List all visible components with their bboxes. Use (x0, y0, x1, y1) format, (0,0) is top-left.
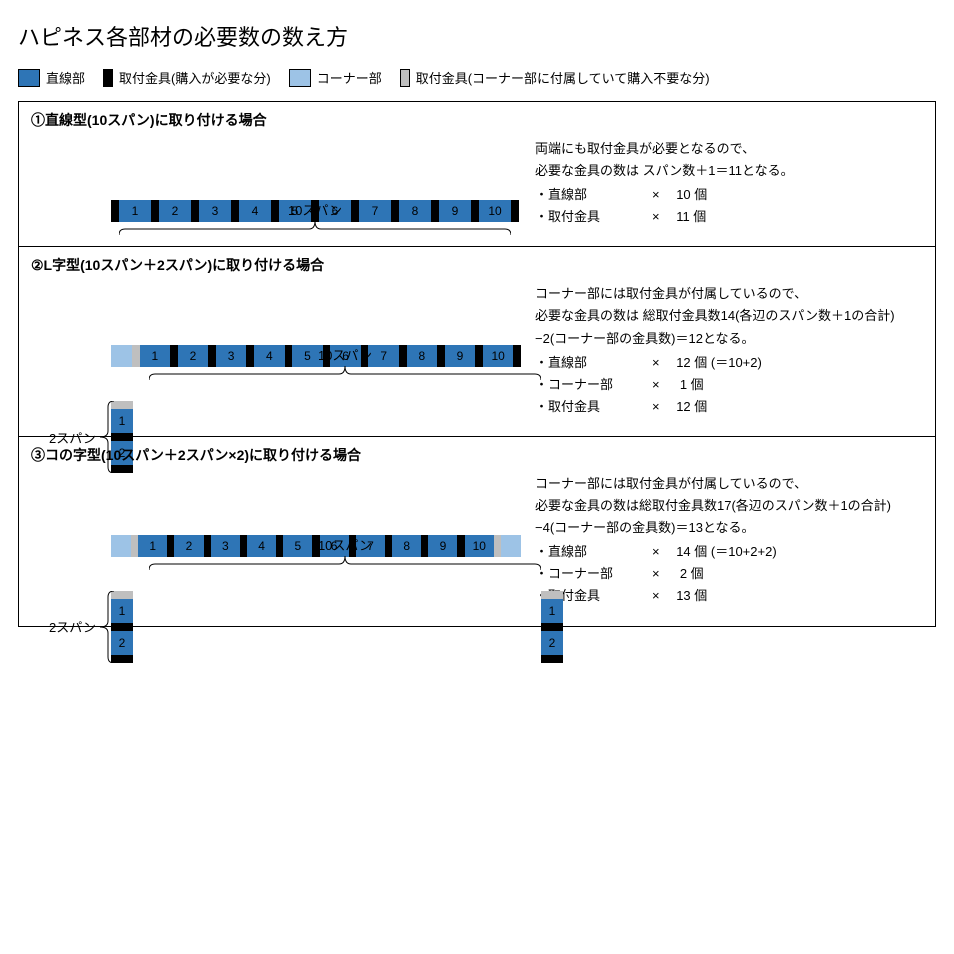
bracket-included (541, 591, 563, 599)
legend-corner: コーナー部 (289, 68, 382, 87)
straight-segment: 2 (111, 631, 133, 655)
legend-straight: 直線部 (18, 68, 85, 87)
bracket-included (132, 345, 140, 367)
section-title: ②L字型(10スパン＋2スパン)に取り付ける場合 (31, 255, 923, 275)
legend-corner-label: コーナー部 (317, 68, 382, 87)
bracket (111, 655, 133, 663)
swatch-corner (289, 69, 311, 87)
legend-straight-label: 直線部 (46, 68, 85, 87)
span-brace-left: 2スパン (49, 591, 114, 663)
desc-line: 必要な金具の数は 総取付金具数14(各辺のスパン数＋1の合計) (535, 305, 923, 327)
section: ③コの字型(10スパン＋2スパン×2)に取り付ける場合 10スパン 1234567… (19, 437, 935, 627)
sections-container: ①直線型(10スパン)に取り付ける場合10スパン 12345678910両端にも… (18, 101, 936, 627)
count-line: ・取付金具 × 13 個 (535, 585, 923, 607)
bracket (111, 200, 119, 222)
count-line: ・直線部 × 14 個 (＝10+2+2) (535, 541, 923, 563)
span-brace-top: 10スパン (119, 200, 511, 235)
desc-line: コーナー部には取付金具が付属しているので、 (535, 473, 923, 495)
bracket (541, 623, 563, 631)
count-line: ・コーナー部 × 1 個 (535, 374, 923, 396)
section: ②L字型(10スパン＋2スパン)に取り付ける場合 10スパン 1234567891… (19, 247, 935, 437)
vertical-leg: 12 (111, 591, 133, 663)
bracket-included (131, 535, 138, 557)
legend-bracket-inc: 取付金具(コーナー部に付属していて購入不要な分) (400, 68, 710, 87)
corner-piece (111, 345, 132, 367)
page-title: ハピネス各部材の必要数の数え方 (18, 20, 936, 52)
desc-line: 必要な金具の数は総取付金具数17(各辺のスパン数＋1の合計) (535, 495, 923, 517)
desc-line: −2(コーナー部の金具数)＝12となる。 (535, 328, 923, 350)
span-brace-top: 10スパン (149, 345, 541, 380)
span-label: 10スパン (119, 200, 511, 219)
desc-line: −4(コーナー部の金具数)＝13となる。 (535, 517, 923, 539)
left-span-label: 2スパン (49, 617, 96, 636)
count-line: ・取付金具 × 12 個 (535, 396, 923, 418)
straight-segment: 1 (541, 599, 563, 623)
count-line: ・直線部 × 10 個 (535, 184, 923, 206)
desc-line: 必要な金具の数は スパン数＋1＝11となる。 (535, 160, 923, 182)
vertical-leg: 12 (541, 591, 563, 663)
span-brace-top: 10スパン (149, 535, 541, 570)
bracket (511, 200, 519, 222)
corner-piece (111, 535, 131, 557)
count-line: ・取付金具 × 11 個 (535, 206, 923, 228)
desc-line: 両端にも取付金具が必要となるので、 (535, 138, 923, 160)
diagram: 10スパン 12345678910122スパン (31, 281, 521, 417)
bracket (541, 655, 563, 663)
diagram: 10スパン 12345678910 (31, 136, 521, 202)
span-label: 10スパン (149, 535, 541, 554)
description: 両端にも取付金具が必要となるので、必要な金具の数は スパン数＋1＝11となる。・… (535, 136, 923, 228)
legend-bracket-inc-label: 取付金具(コーナー部に付属していて購入不要な分) (416, 68, 710, 87)
section-title: ③コの字型(10スパン＋2スパン×2)に取り付ける場合 (31, 445, 923, 465)
description: コーナー部には取付金具が付属しているので、必要な金具の数は総取付金具数17(各辺… (535, 471, 923, 608)
straight-segment: 2 (541, 631, 563, 655)
legend-bracket-buy-label: 取付金具(購入が必要な分) (119, 68, 271, 87)
bracket (111, 623, 133, 631)
straight-segment: 1 (111, 599, 133, 623)
count-line: ・コーナー部 × 2 個 (535, 563, 923, 585)
legend-bracket-buy: 取付金具(購入が必要な分) (103, 68, 271, 87)
description: コーナー部には取付金具が付属しているので、必要な金具の数は 総取付金具数14(各… (535, 281, 923, 418)
span-label: 10スパン (149, 345, 541, 364)
section: ①直線型(10スパン)に取り付ける場合10スパン 12345678910両端にも… (19, 102, 935, 247)
desc-line: コーナー部には取付金具が付属しているので、 (535, 283, 923, 305)
swatch-straight (18, 69, 40, 87)
legend: 直線部 取付金具(購入が必要な分) コーナー部 取付金具(コーナー部に付属してい… (18, 68, 936, 87)
bracket-included (111, 591, 133, 599)
diagram: 10スパン 12345678910122スパン 12 (31, 471, 521, 607)
count-line: ・直線部 × 12 個 (＝10+2) (535, 352, 923, 374)
swatch-bracket-gray (400, 69, 410, 87)
straight-segment: 1 (111, 409, 133, 433)
bracket-included (111, 401, 133, 409)
section-title: ①直線型(10スパン)に取り付ける場合 (31, 110, 923, 130)
swatch-bracket-black (103, 69, 113, 87)
